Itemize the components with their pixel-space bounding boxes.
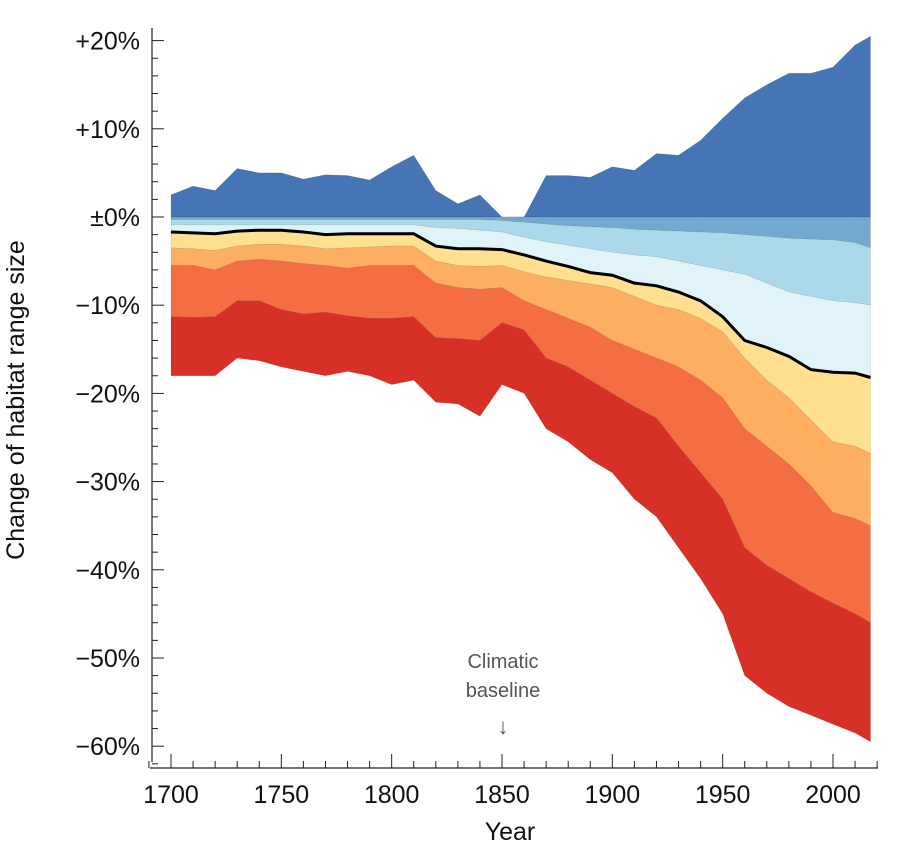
- y-tick-label: −40%: [75, 557, 140, 585]
- band-8: [170, 300, 871, 743]
- bands-layer: [170, 35, 871, 743]
- band-1: [170, 35, 871, 218]
- y-tick-label: −30%: [75, 469, 140, 497]
- x-tick-label: 1950: [695, 781, 751, 809]
- x-axis-label: Year: [485, 818, 536, 843]
- y-tick-label: +20%: [75, 28, 140, 56]
- x-tick-label: 1900: [585, 781, 641, 809]
- y-tick-label: −60%: [75, 733, 140, 761]
- x-tick-label: 1850: [474, 781, 530, 809]
- median-line: [170, 228, 871, 379]
- y-tick-label: +10%: [75, 116, 140, 144]
- median-layer: [170, 228, 871, 379]
- y-tick-label: −10%: [75, 292, 140, 320]
- y-tick-label: −50%: [75, 645, 140, 673]
- x-tick-label: 1750: [254, 781, 310, 809]
- annotation-arrow: ↓: [498, 714, 509, 739]
- y-tick-label: −20%: [75, 380, 140, 408]
- x-tick-label: 2000: [805, 781, 861, 809]
- x-tick-label: 1700: [143, 781, 199, 809]
- x-tick-label: 1800: [364, 781, 420, 809]
- axes-layer: +20% +10% ±0% −10% −20% −30% −40% −50% −60%1700 1…: [75, 28, 878, 809]
- y-tick-label: ±0%: [90, 204, 140, 232]
- y-axis-label: Change of habitat range size: [2, 240, 30, 560]
- annotation-line2: baseline: [466, 680, 541, 702]
- annotation-line1: Climatic: [467, 651, 538, 673]
